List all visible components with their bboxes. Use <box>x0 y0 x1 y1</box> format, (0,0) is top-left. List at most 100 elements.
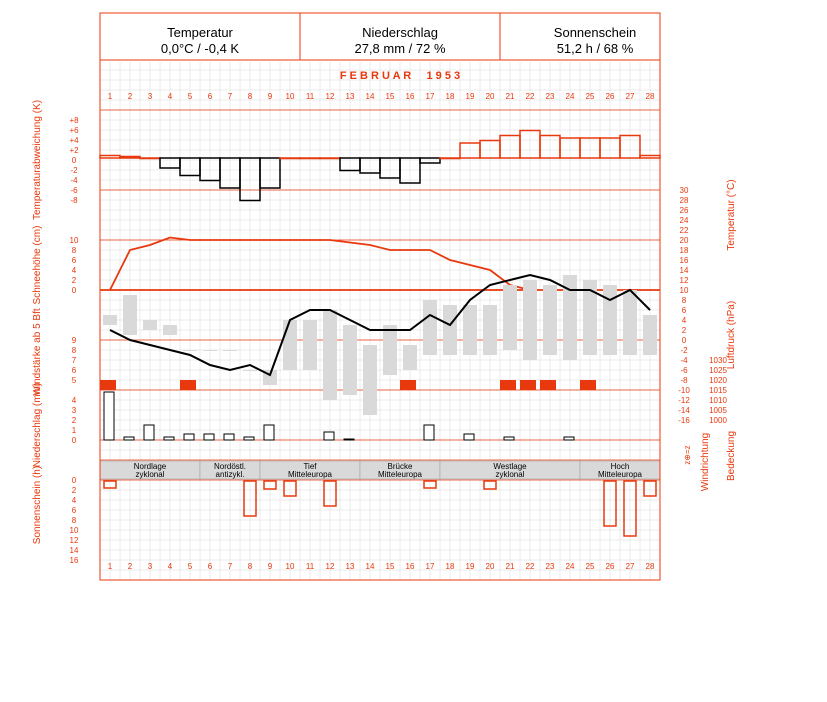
day-label-top: 10 <box>286 92 295 101</box>
sunshine-bar <box>103 480 117 489</box>
axis-title-temp-deviation: Temperaturabweichung (K) <box>32 100 43 220</box>
weather-type-line2: Mitteleuropa <box>288 470 333 479</box>
wind-tick: 7 <box>72 356 77 365</box>
day-label-bottom: 25 <box>586 562 595 571</box>
precip-tick: 3 <box>72 406 77 415</box>
sun-tick: 6 <box>72 506 77 515</box>
day-label-bottom: 3 <box>148 562 153 571</box>
temp-range-bar <box>463 305 477 355</box>
day-label-top: 24 <box>566 92 575 101</box>
axis-title-wind-direction: Windrichtung <box>700 433 711 491</box>
day-label-top: 17 <box>426 92 435 101</box>
axis-title-sun: Sonnenschein (h) <box>32 466 43 544</box>
temp-tick: 16 <box>680 256 689 265</box>
day-label-bottom: 17 <box>426 562 435 571</box>
temp-range-bar <box>343 325 357 395</box>
wind-direction-ticks: z⊕=z <box>683 445 692 464</box>
wind-marker <box>400 380 416 390</box>
day-label-top: 23 <box>546 92 555 101</box>
temp-deviation-bar <box>319 157 341 160</box>
temp-tick: -12 <box>678 396 690 405</box>
temp-range-bar <box>183 350 197 351</box>
temp-range-bar <box>503 285 517 350</box>
temp-range-bar <box>523 280 537 360</box>
pressure-tick: 1000 <box>709 416 727 425</box>
day-label-top: 13 <box>346 92 355 101</box>
precip-tick: 0 <box>72 436 77 445</box>
temp-range-bar <box>423 300 437 355</box>
day-label-top: 15 <box>386 92 395 101</box>
day-label-bottom: 27 <box>626 562 635 571</box>
weather-type-line1: Hoch <box>611 462 630 471</box>
sunshine-bar <box>283 480 297 497</box>
temp-range-bar <box>623 290 637 355</box>
day-label-bottom: 20 <box>486 562 495 571</box>
temp-deviation-bar <box>419 157 441 164</box>
sunshine-bar <box>263 480 277 490</box>
temp-deviation-bar <box>119 155 141 159</box>
temp-range-bar <box>643 315 657 355</box>
pressure-tick: 1020 <box>709 376 727 385</box>
day-label-bottom: 8 <box>248 562 253 571</box>
day-label-top: 19 <box>466 92 475 101</box>
sunshine-bar <box>483 480 497 490</box>
day-label-bottom: 5 <box>188 562 193 571</box>
sun-tick: 0 <box>72 476 77 485</box>
precip-tick: 1 <box>72 426 77 435</box>
temp-deviation-bar <box>399 157 421 184</box>
temp-tick: 24 <box>680 216 689 225</box>
temp-range-bar <box>103 315 117 325</box>
temp-deviation-bar <box>139 157 161 160</box>
snow-tick: 8 <box>72 246 77 255</box>
temp-dev-tick: -8 <box>70 196 78 205</box>
header-sunshine-value: 51,2 h / 68 % <box>557 41 634 56</box>
wind-marker <box>540 380 556 390</box>
chart-marks <box>99 129 661 537</box>
temp-tick: 8 <box>682 296 687 305</box>
sunshine-bar <box>323 480 337 507</box>
day-label-bottom: 24 <box>566 562 575 571</box>
header-sunshine-title: Sonnenschein <box>554 25 636 40</box>
weather-type-line2: zyklonal <box>496 470 525 479</box>
temp-dev-tick: +2 <box>69 146 79 155</box>
month-title: F E B R U A R 1 9 5 3 <box>340 70 460 82</box>
temp-range-bar <box>603 285 617 355</box>
day-label-top: 11 <box>306 92 315 101</box>
temp-range-bar <box>363 345 377 415</box>
precip-tick: 4 <box>72 396 77 405</box>
weather-type-line2: Mitteleuropa <box>598 470 643 479</box>
wind-marker <box>520 380 536 390</box>
temp-deviation-bar <box>439 157 461 160</box>
sun-tick: 8 <box>72 516 77 525</box>
precip-bar <box>203 433 215 441</box>
day-label-bottom: 21 <box>506 562 515 571</box>
day-label-bottom: 19 <box>466 562 475 571</box>
day-label-bottom: 13 <box>346 562 355 571</box>
day-label-top: 6 <box>208 92 213 101</box>
precip-bar <box>163 436 175 441</box>
weather-type-line1: Brücke <box>388 462 413 471</box>
sunshine-bar <box>423 480 437 489</box>
temp-tick: 6 <box>682 306 687 315</box>
temp-tick: 30 <box>680 186 689 195</box>
header-temperature-title: Temperatur <box>167 25 233 40</box>
temp-dev-tick: -4 <box>70 176 78 185</box>
temp-tick: 10 <box>680 286 689 295</box>
background-grid <box>100 62 660 580</box>
header: Temperatur 0,0°C / -0,4 K Niederschlag 2… <box>100 13 660 61</box>
temp-tick: -2 <box>680 346 688 355</box>
precip-bar <box>503 436 515 441</box>
day-label-top: 20 <box>486 92 495 101</box>
temp-tick: 26 <box>680 206 689 215</box>
day-label-top: 22 <box>526 92 535 101</box>
temp-tick: 0 <box>682 336 687 345</box>
weather-type-line1: Tief <box>303 462 317 471</box>
precip-bar <box>423 424 435 441</box>
temp-range-bar <box>303 320 317 370</box>
sunshine-bar <box>603 480 617 527</box>
day-label-bottom: 26 <box>606 562 615 571</box>
temp-range-bar <box>383 325 397 375</box>
temp-tick: -14 <box>678 406 690 415</box>
temp-range-bar <box>443 305 457 355</box>
sun-tick: 10 <box>70 526 79 535</box>
